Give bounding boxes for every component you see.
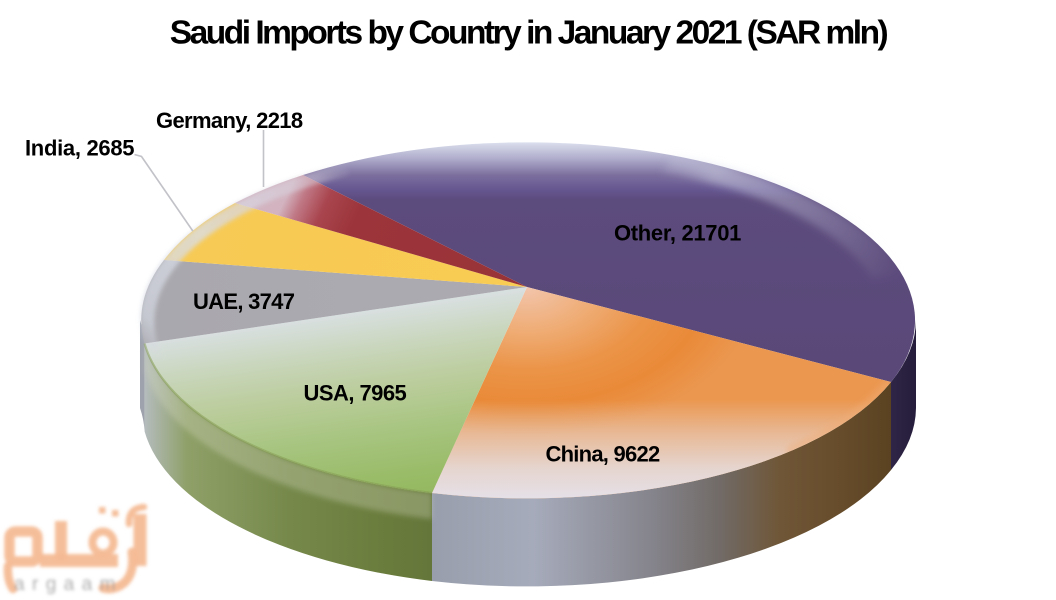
svg-text:UAE, 3747: UAE, 3747	[193, 289, 295, 314]
svg-text:Other, 21701: Other, 21701	[614, 221, 741, 246]
svg-text:argaam: argaam	[14, 574, 123, 595]
svg-text:Germany, 2218: Germany, 2218	[156, 108, 303, 133]
svg-text:Saudi Imports by Country in Ja: Saudi Imports by Country in January 2021…	[170, 15, 888, 52]
svg-text:USA, 7965: USA, 7965	[304, 381, 407, 406]
svg-text:India, 2685: India, 2685	[25, 136, 134, 161]
svg-text:China, 9622: China, 9622	[546, 442, 660, 467]
